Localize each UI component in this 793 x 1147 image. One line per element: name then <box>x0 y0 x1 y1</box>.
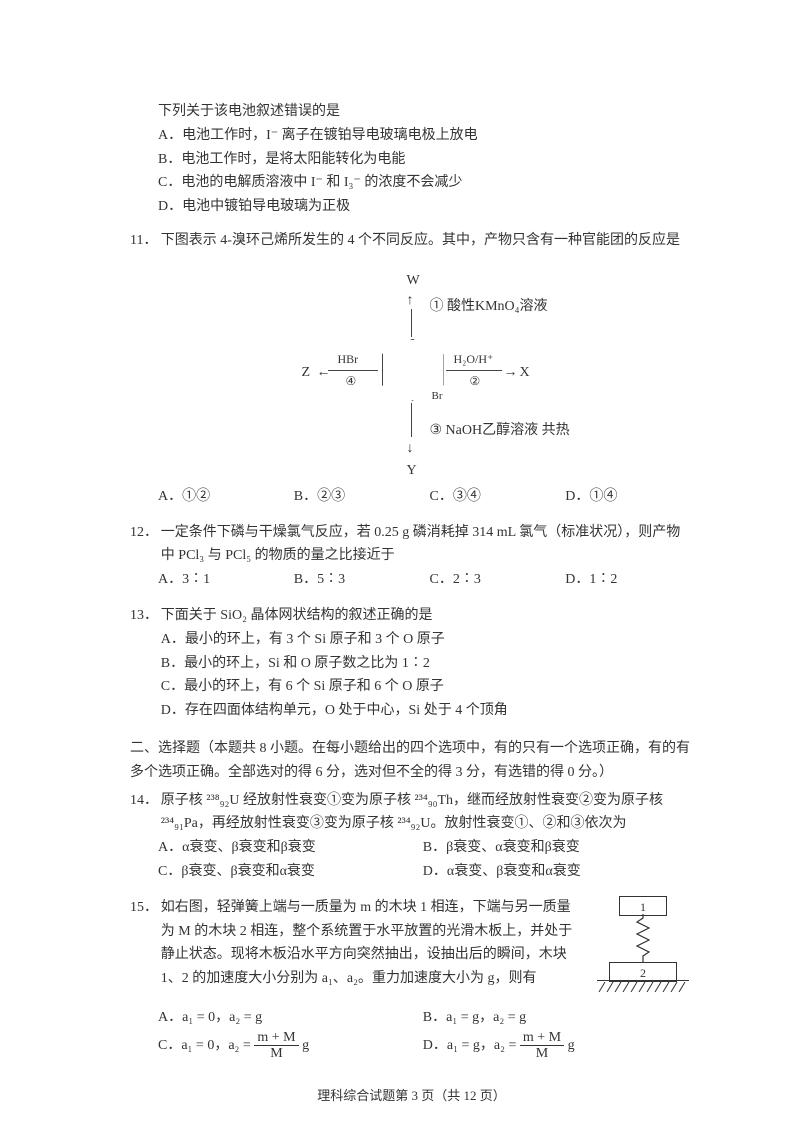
q14-options-row2: C．β衰变、β衰变和α衰变 D．α衰变、β衰变和α衰变 <box>130 860 693 884</box>
frac-d-den: M <box>520 1046 564 1061</box>
fraction-c: m + M M <box>254 1030 298 1062</box>
q14-num: 14． <box>130 789 161 837</box>
z-label: Z <box>302 361 311 385</box>
x-label: X <box>520 361 530 385</box>
q14-opt-a: A．α衰变、β衰变和β衰变 <box>158 836 415 860</box>
hatch-icon <box>597 982 689 994</box>
q13-opt-c: C．最小的环上，有 6 个 Si 原子和 6 个 O 原子 <box>161 675 693 699</box>
q12-opt-b: B．5∶3 <box>294 568 422 592</box>
q13-num: 13． <box>130 604 161 723</box>
q13-opt-d: D．存在四面体结构单元，O 处于中心，Si 处于 4 个顶角 <box>161 699 693 723</box>
q11-opt-c: C．③④ <box>430 485 558 509</box>
y-label: Y <box>407 459 417 483</box>
q15-opt-d: D．a₁ = g，a₂ = m + M M g <box>423 1030 680 1062</box>
q12-opt-c: C．2∶3 <box>430 568 558 592</box>
q12-opt-d: D．1∶2 <box>565 568 693 592</box>
q13-stem: 下面关于 SiO₂ 晶体网状结构的叙述正确的是 <box>161 604 693 628</box>
q15: 15． 1 2 如右图，轻弹簧上端与一质量为 m 的木块 1 相连，下端与另一质… <box>130 896 693 1006</box>
q15-d-prefix: D．a₁ = g，a₂ = <box>423 1038 520 1053</box>
q11-opt-b: B．②③ <box>294 485 422 509</box>
q12-stem: 一定条件下磷与干燥氯气反应，若 0.25 g 磷消耗掉 314 mL 氯气（标准… <box>161 521 693 569</box>
br-label: Br <box>432 387 443 406</box>
q11-num: 11． <box>130 229 161 253</box>
right-arrow-icon: → <box>504 361 518 385</box>
q15-c-suffix: g <box>302 1038 309 1053</box>
q15-num: 15． <box>130 896 161 1006</box>
q13-opt-b: B．最小的环上，Si 和 O 原子数之比为 1∶2 <box>161 652 693 676</box>
q11-stem: 下图表示 4-溴环己烯所发生的 4 个不同反应。其中，产物只含有一种官能团的反应… <box>161 229 693 253</box>
block1: 1 <box>619 896 667 916</box>
down-arrow-icon: ↓ <box>407 437 414 461</box>
left-label-bot: ④ <box>346 371 357 391</box>
q11-opt-a: A．①② <box>158 485 286 509</box>
top-label: ① 酸性KMnO₄溶液 <box>430 295 548 319</box>
q14-opt-d: D．α衰变、β衰变和α衰变 <box>423 860 680 884</box>
q15-options-row2: C．a₁ = 0，a₂ = m + M M g D．a₁ = g，a₂ = m … <box>130 1030 693 1062</box>
q11-diagram: Br W ↑ ① 酸性KMnO₄溶液 Z ← HBr ④ X → H₂O/H⁺ … <box>242 259 582 479</box>
frac-c-den: M <box>254 1046 298 1061</box>
fraction-d: m + M M <box>520 1030 564 1062</box>
q10-opt-b: B．电池工作时，是将太阳能转化为电能 <box>130 148 693 172</box>
q14-options-row1: A．α衰变、β衰变和β衰变 B．β衰变、α衰变和β衰变 <box>130 836 693 860</box>
right-label-top: H₂O/H⁺ <box>454 349 494 369</box>
block2: 2 <box>609 962 677 982</box>
q14-opt-c: C．β衰变、β衰变和α衰变 <box>158 860 415 884</box>
q12-opt-a: A．3∶1 <box>158 568 286 592</box>
q10-opt-d: D．电池中镀铂导电玻璃为正极 <box>130 195 693 219</box>
q10-opt-a: A．电池工作时，I⁻ 离子在镀铂导电玻璃电极上放电 <box>130 124 693 148</box>
arrow-line-top <box>411 309 412 337</box>
q12-options: A．3∶1 B．5∶3 C．2∶3 D．1∶2 <box>130 568 693 592</box>
q14-opt-b: B．β衰变、α衰变和β衰变 <box>423 836 680 860</box>
q11-options: A．①② B．②③ C．③④ D．①④ <box>130 485 693 509</box>
q15-c-prefix: C．a₁ = 0，a₂ = <box>158 1038 254 1053</box>
frac-d-num: m + M <box>520 1030 564 1046</box>
q15-opt-a: A．a₁ = 0，a₂ = g <box>158 1006 415 1030</box>
bottom-label: ③ NaOH乙醇溶液 共热 <box>430 419 570 443</box>
left-label-top: HBr <box>338 349 359 369</box>
q15-figure: 1 2 <box>593 896 693 1006</box>
left-arrow-icon: ← <box>317 361 331 385</box>
q10-stem: 下列关于该电池叙述错误的是 <box>130 100 693 124</box>
q10-opt-c: C．电池的电解质溶液中 I⁻ 和 I₃⁻ 的浓度不会减少 <box>130 171 693 195</box>
q12: 12． 一定条件下磷与干燥氯气反应，若 0.25 g 磷消耗掉 314 mL 氯… <box>130 521 693 569</box>
q11-opt-d: D．①④ <box>565 485 693 509</box>
q10-tail: 下列关于该电池叙述错误的是 A．电池工作时，I⁻ 离子在镀铂导电玻璃电极上放电 … <box>130 100 693 219</box>
q12-num: 12． <box>130 521 161 569</box>
spring-icon <box>635 914 651 962</box>
q13-opt-a: A．最小的环上，有 3 个 Si 原子和 3 个 O 原子 <box>161 628 693 652</box>
q13: 13． 下面关于 SiO₂ 晶体网状结构的叙述正确的是 A．最小的环上，有 3 … <box>130 604 693 723</box>
q14: 14． 原子核 ²³⁸₉₂U 经放射性衰变①变为原子核 ²³⁴₉₀Th，继而经放… <box>130 789 693 837</box>
q15-d-suffix: g <box>568 1038 575 1053</box>
q15-options-row1: A．a₁ = 0，a₂ = g B．a₁ = g，a₂ = g <box>130 1006 693 1030</box>
q15-opt-b: B．a₁ = g，a₂ = g <box>423 1006 680 1030</box>
right-label-bot: ② <box>470 371 481 391</box>
q15-opt-c: C．a₁ = 0，a₂ = m + M M g <box>158 1030 415 1062</box>
frac-c-num: m + M <box>254 1030 298 1046</box>
section2-header: 二、选择题（本题共 8 小题。在每小题给出的四个选项中，有的只有一个选项正确，有… <box>130 737 693 785</box>
q11: 11． 下图表示 4-溴环己烯所发生的 4 个不同反应。其中，产物只含有一种官能… <box>130 229 693 253</box>
page-footer: 理科综合试题第 3 页（共 12 页） <box>130 1085 693 1107</box>
q14-stem: 原子核 ²³⁸₉₂U 经放射性衰变①变为原子核 ²³⁴₉₀Th，继而经放射性衰变… <box>161 789 693 837</box>
arrow-line-bottom <box>411 403 412 437</box>
